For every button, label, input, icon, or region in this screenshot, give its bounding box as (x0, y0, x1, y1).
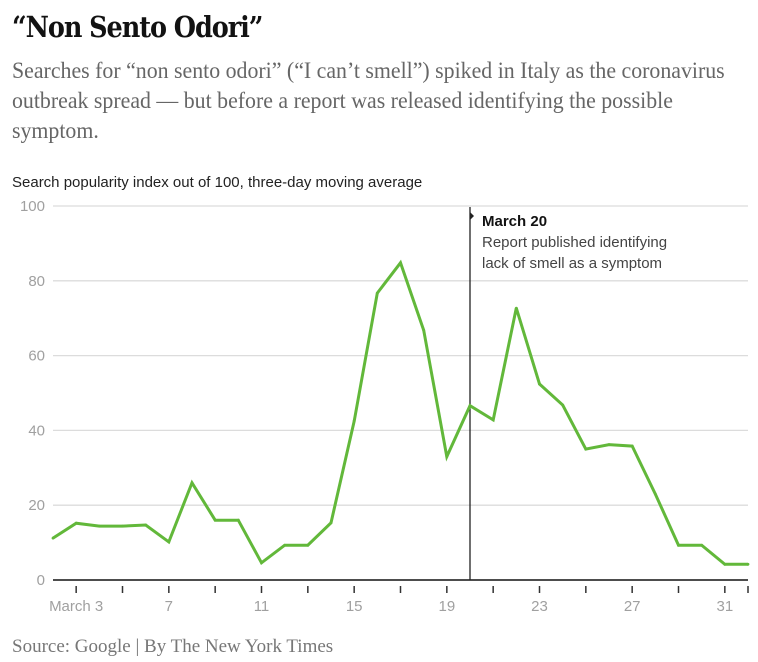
data-point (283, 543, 287, 547)
data-point (746, 562, 750, 566)
data-point (422, 328, 426, 332)
data-point (445, 455, 449, 458)
data-point (584, 447, 588, 451)
y-axis-label: Search popularity index out of 100, thre… (12, 174, 423, 191)
data-point (538, 382, 541, 386)
y-axis-ticks: 0 20 40 60 80 100 (20, 198, 45, 589)
data-point (399, 261, 402, 265)
y-tick-label: 80 (28, 273, 45, 290)
data-point (514, 306, 518, 310)
data-point (260, 561, 263, 565)
data-point (607, 443, 611, 447)
data-point (97, 524, 101, 528)
data-point (352, 419, 356, 423)
data-point (236, 518, 240, 522)
y-tick-label: 40 (28, 422, 45, 439)
x-axis: March 3 7 11 15 19 23 27 31 (49, 579, 749, 615)
data-point (167, 540, 171, 544)
y-tick-label: 20 (28, 497, 45, 514)
y-tick-label: 100 (20, 198, 45, 215)
y-tick-label: 60 (28, 348, 45, 365)
data-point (375, 291, 379, 295)
data-point (213, 518, 217, 522)
x-tick-label: 15 (346, 598, 363, 615)
data-point (653, 492, 657, 496)
source-credit: Source: Google | By The New York Times (12, 636, 334, 657)
data-point (144, 523, 148, 527)
y-tick-label: 0 (37, 572, 45, 589)
data-point (74, 521, 78, 525)
annotation-text: lack of smell as a symptom (482, 255, 662, 272)
data-point (468, 404, 472, 408)
series (51, 259, 750, 566)
annotation-title: March 20 (482, 213, 547, 230)
x-tick-label: March 3 (49, 598, 103, 615)
chart-subtitle: Searches for “non sento odori” (“I can’t… (12, 58, 725, 144)
x-tick-label: 11 (254, 598, 270, 615)
data-point (723, 562, 727, 566)
x-tick-label: 19 (438, 598, 455, 615)
chart-title: “Non Sento Odori” (12, 10, 263, 44)
annotation: March 20 Report published identifying lack… (469, 207, 667, 580)
data-point (329, 521, 333, 525)
x-tick-label: 23 (531, 598, 548, 615)
data-point (190, 481, 194, 485)
series-line (52, 259, 748, 566)
x-tick-label: 7 (165, 598, 173, 615)
data-point (121, 524, 124, 528)
data-point (677, 543, 680, 547)
data-point (491, 418, 495, 422)
data-point (700, 543, 704, 547)
annotation-text: Report published identifying (482, 234, 667, 251)
x-tick-label: 31 (716, 598, 733, 615)
data-point (561, 403, 565, 407)
annotation-marker (470, 212, 474, 220)
data-point (630, 444, 634, 448)
gridlines (53, 205, 748, 506)
data-point (306, 543, 310, 547)
data-point (51, 536, 55, 540)
x-tick-label: 27 (624, 598, 641, 615)
